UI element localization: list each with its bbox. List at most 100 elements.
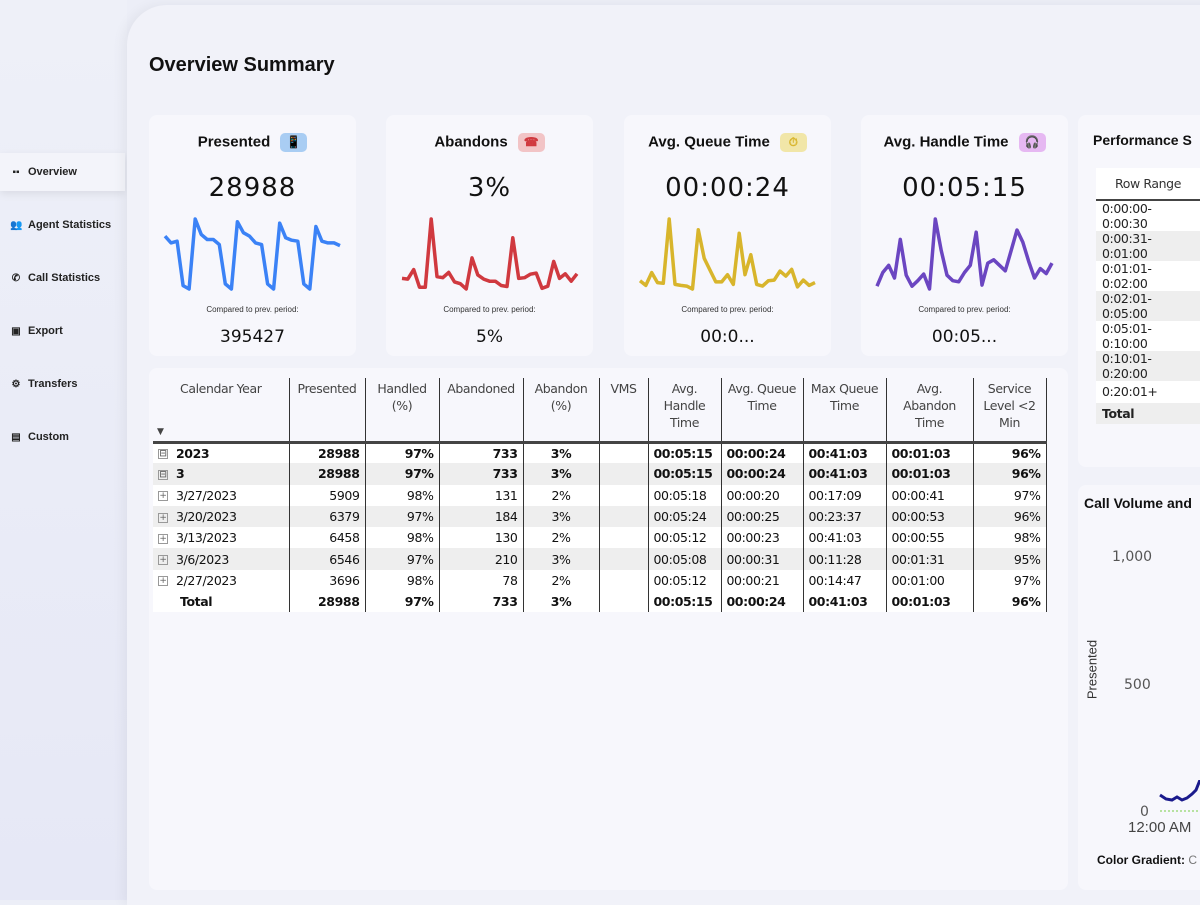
table-cell: 00:05:15 (648, 591, 722, 613)
cell-text: 00:41:03 (808, 594, 868, 610)
table-cell: 130 (439, 527, 524, 549)
kpi-card-avg-queue-time: Avg. Queue Time ⏱ 00:00:24 Compared to pr… (624, 115, 831, 356)
column-header[interactable]: Avg. Handle Time (648, 378, 722, 444)
expand-collapse-icon[interactable]: + (158, 576, 168, 587)
table-cell: 131 (439, 484, 524, 506)
sidebar-item-label: Agent Statistics (28, 219, 112, 231)
expand-collapse-icon[interactable]: + (158, 491, 168, 502)
table-cell: 3% (523, 548, 600, 570)
table-row[interactable]: ⊟ 2023 28988 97% 733 3% 00:05:15 00:00:24 00:41:… (153, 442, 1047, 464)
column-header[interactable]: Abandoned (439, 378, 524, 444)
column-header[interactable]: Avg. Queue Time (721, 378, 804, 444)
kpi-title-text: Abandons (434, 133, 508, 151)
table-cell: +3/6/2023 (153, 548, 290, 570)
column-header[interactable]: Avg. Abandon Time (886, 378, 974, 444)
y-tick-500: 500 (1124, 677, 1151, 693)
column-header[interactable]: VMS (599, 378, 649, 444)
cell-text: 00:01:03 (891, 466, 951, 482)
table-row[interactable]: +3/13/2023 6458 98% 130 2% 00:05:12 00:00:23 00… (153, 527, 1047, 549)
cell-text: 97% (404, 445, 434, 461)
cell-text: 2023 (176, 445, 210, 461)
column-header-label: Calendar Year (180, 381, 262, 396)
sort-arrow-icon[interactable]: ▼ (157, 426, 164, 437)
table-row[interactable]: +2/27/2023 3696 98% 78 2% 00:05:12 00:00:21 00:… (153, 569, 1047, 592)
table-cell: 00:01:03 (886, 591, 974, 613)
column-header[interactable]: Presented (289, 378, 366, 444)
kpi-badge-icon: 📱 (280, 133, 308, 152)
table-cell: 97% (973, 484, 1047, 506)
column-header[interactable]: Handled (%) (365, 378, 440, 444)
cell-text: 96% (1011, 594, 1041, 610)
row-range-cell: 0:02:01-0:05:00 (1096, 291, 1200, 321)
table-cell (599, 442, 649, 464)
table-cell: 00:01:31 (886, 548, 974, 570)
call-volume-card (1078, 485, 1200, 890)
table-cell: 00:41:03 (803, 527, 887, 549)
performance-row: 0:00:00-0:00:30 (1096, 200, 1200, 231)
previous-value: 00:0... (700, 327, 755, 347)
sidebar-item-transfers[interactable]: ⚙ Transfers (0, 365, 125, 403)
cell-text: 98% (1013, 530, 1041, 546)
performance-row: 0:00:31-0:01:00 (1096, 231, 1200, 261)
expand-collapse-icon[interactable]: ⊟ (158, 469, 168, 480)
cell-text: 6379 (329, 509, 360, 525)
compare-label: Compared to prev. period: (443, 305, 536, 314)
table-row[interactable]: ⊟ 3 28988 97% 733 3% 00:05:15 00:00:24 00:41:03 0… (153, 463, 1047, 485)
sidebar-item-overview[interactable]: ▪▪ Overview (0, 153, 125, 191)
kpi-sparkline (163, 217, 341, 291)
previous-value: 00:05... (931, 327, 998, 347)
cell-text: 97% (1013, 572, 1041, 588)
expand-collapse-icon[interactable]: + (158, 555, 168, 566)
table-cell: 3696 (289, 569, 366, 592)
table-cell: 184 (439, 505, 524, 528)
cell-text: 733 (492, 445, 518, 461)
y-tick-0: 0 (1140, 804, 1149, 820)
row-range-header[interactable]: Row Range (1096, 168, 1200, 201)
kpi-title-text: Avg. Queue Time (648, 133, 770, 151)
table-cell: 210 (439, 548, 524, 570)
column-header[interactable]: Max Queue Time (803, 378, 887, 444)
table-row[interactable]: +3/6/2023 6546 97% 210 3% 00:05:08 00:00:31 00:… (153, 548, 1047, 570)
sidebar-item-custom[interactable]: ▤ Custom (0, 418, 125, 456)
table-cell: Total (153, 591, 290, 613)
cell-text: 96% (1013, 509, 1041, 525)
table-cell: 00:11:28 (803, 548, 887, 570)
sidebar-item-call-statistics[interactable]: ✆ Call Statistics (0, 259, 125, 297)
table-cell: 00:05:08 (648, 548, 722, 570)
expand-collapse-icon[interactable]: ⊟ (158, 449, 168, 460)
kpi-badge-icon: 🎧 (1018, 133, 1046, 152)
y-tick-1000: 1,000 (1112, 549, 1153, 565)
table-cell: 3% (523, 505, 600, 528)
sparkline-series (875, 217, 1054, 291)
sidebar-item-agent-statistics[interactable]: 👥 Agent Statistics (0, 206, 125, 244)
table-row[interactable]: +3/27/2023 5909 98% 131 2% 00:05:18 00:00:20 00… (153, 484, 1047, 506)
cell-text: 00:11:28 (808, 551, 862, 567)
cell-text: 98% (406, 530, 434, 546)
cell-text: 00:00:24 (726, 466, 786, 482)
sidebar-item-export[interactable]: ▣ Export (0, 312, 125, 350)
table-cell: ⊟ 2023 (153, 442, 290, 464)
cell-text: 210 (494, 551, 518, 567)
sidebar-item-label: Export (28, 325, 63, 337)
table-cell: +3/27/2023 (153, 484, 290, 506)
color-gradient-legend: Color Gradient: C (1097, 853, 1197, 867)
cell-text: 28988 (318, 445, 360, 461)
table-cell: 00:00:31 (721, 548, 804, 570)
kpi-title-text: Presented (197, 133, 271, 151)
cell-text: 98% (406, 572, 434, 588)
performance-row: 0:10:01-0:20:00 (1096, 351, 1200, 381)
cell-text: 00:00:31 (726, 551, 780, 567)
y-axis-label: Presented (1084, 639, 1100, 700)
cell-text: 2% (551, 530, 571, 546)
legend-value: C (1188, 853, 1198, 867)
expand-collapse-icon[interactable]: + (158, 533, 168, 544)
cell-text: 3% (550, 594, 572, 610)
column-header-label: Abandon (%) (534, 381, 588, 413)
expand-collapse-icon[interactable]: + (158, 512, 168, 523)
cell-text: 00:41:03 (808, 530, 862, 546)
table-row[interactable]: +3/20/2023 6379 97% 184 3% 00:05:24 00:00:25 00… (153, 505, 1047, 528)
column-header[interactable]: Service Level <2 Min (973, 378, 1047, 444)
column-header[interactable]: Calendar Year ▼ (153, 378, 290, 444)
column-header[interactable]: Abandon (%) (523, 378, 600, 444)
cell-text: 00:00:53 (891, 509, 945, 525)
